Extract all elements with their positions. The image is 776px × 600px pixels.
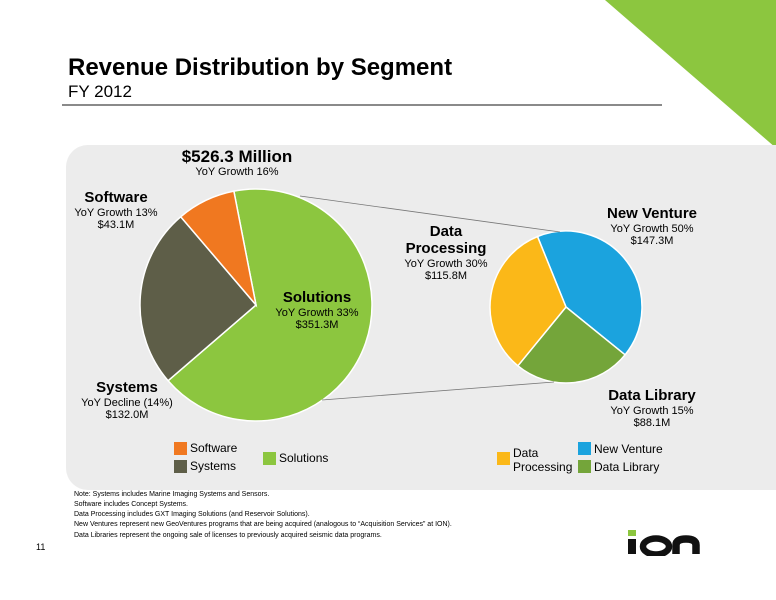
main-pie: [139, 188, 373, 422]
page-title: Revenue Distribution by Segment: [68, 54, 453, 81]
footnote: Data Processing includes GXT Imaging Sol…: [74, 511, 310, 519]
solutions-amount: $351.3M: [295, 319, 339, 332]
systems-growth: YoY Decline (14%): [81, 396, 173, 409]
legend-swatch-systems: [174, 460, 187, 473]
legend-swatch-new-venture: [578, 442, 591, 455]
total-growth: YoY Growth 16%: [195, 166, 279, 179]
solutions-name: Solutions: [282, 289, 352, 306]
solutions-breakdown-pie: [489, 230, 643, 384]
solutions-label: Solutions YoY Growth 33% $351.3M: [262, 289, 372, 332]
title-divider: [62, 104, 662, 106]
systems-amount: $132.0M: [105, 409, 149, 422]
data-processing-name-1: Data: [429, 223, 463, 240]
data-library-amount: $88.1M: [633, 417, 671, 430]
software-growth: YoY Growth 13%: [74, 206, 158, 219]
systems-name: Systems: [96, 379, 158, 396]
new-venture-label: New Venture YoY Growth 50% $147.3M: [592, 205, 712, 248]
legend-new-venture: New Venture: [594, 442, 663, 456]
footnote: Note: Systems includes Marine Imaging Sy…: [74, 491, 270, 498]
footnote: New Ventures represent new GeoVentures p…: [74, 521, 452, 529]
legend-data-processing-1: Data: [513, 446, 539, 460]
ion-logo: [626, 528, 708, 562]
new-venture-name: New Venture: [606, 205, 698, 222]
page-number: 11: [36, 542, 46, 552]
data-processing-label: Data Processing YoY Growth 30% $115.8M: [398, 223, 494, 282]
total-value: $526.3 Million: [181, 147, 293, 166]
pie-slice-data-processing: [489, 235, 567, 367]
pie-slice-data-library: [516, 305, 627, 384]
legend-solutions: Solutions: [279, 451, 329, 465]
pie-slice-systems: [139, 215, 258, 382]
software-amount: $43.1M: [97, 219, 135, 232]
connector-line-top: [299, 195, 561, 233]
legend-swatch-software: [174, 442, 187, 455]
new-venture-growth: YoY Growth 50%: [610, 222, 694, 235]
new-venture-amount: $147.3M: [630, 235, 674, 248]
legend-systems: Systems: [190, 459, 237, 473]
page-subtitle: FY 2012: [68, 82, 132, 101]
legend-software: Software: [190, 441, 238, 455]
legend-swatch-data-processing: [497, 452, 510, 465]
legend-data-processing-2: Processing: [513, 460, 573, 474]
legend-swatch-solutions: [263, 452, 276, 465]
pie-slice-solutions: [167, 188, 373, 422]
ion-logo-mark: [628, 530, 700, 558]
footnote: Data Libraries represent the ongoing sal…: [74, 531, 382, 539]
footnote: Software includes Concept Systems.: [74, 501, 188, 509]
legend-swatch-data-library: [578, 460, 591, 473]
solutions-growth: YoY Growth 33%: [275, 306, 359, 319]
footnotes: Note: Systems includes Marine Imaging Sy…: [74, 490, 452, 541]
data-processing-growth: YoY Growth 30%: [404, 257, 488, 270]
software-name: Software: [84, 189, 148, 206]
data-library-growth: YoY Growth 15%: [610, 404, 694, 417]
connector-line-bottom: [321, 381, 555, 401]
total-label: $526.3 Million YoY Growth 16%: [172, 147, 302, 178]
systems-label: Systems YoY Decline (14%) $132.0M: [72, 379, 182, 422]
software-label: Software YoY Growth 13% $43.1M: [66, 189, 166, 232]
data-processing-name-2: Processing: [405, 239, 487, 257]
data-library-label: Data Library YoY Growth 15% $88.1M: [592, 387, 712, 430]
pie-slice-new-venture: [536, 230, 643, 356]
data-processing-amount: $115.8M: [425, 269, 467, 282]
data-library-name: Data Library: [608, 387, 696, 404]
connector-lines: [299, 195, 561, 401]
pie-slice-software: [179, 190, 258, 308]
legend-data-library: Data Library: [594, 460, 660, 474]
